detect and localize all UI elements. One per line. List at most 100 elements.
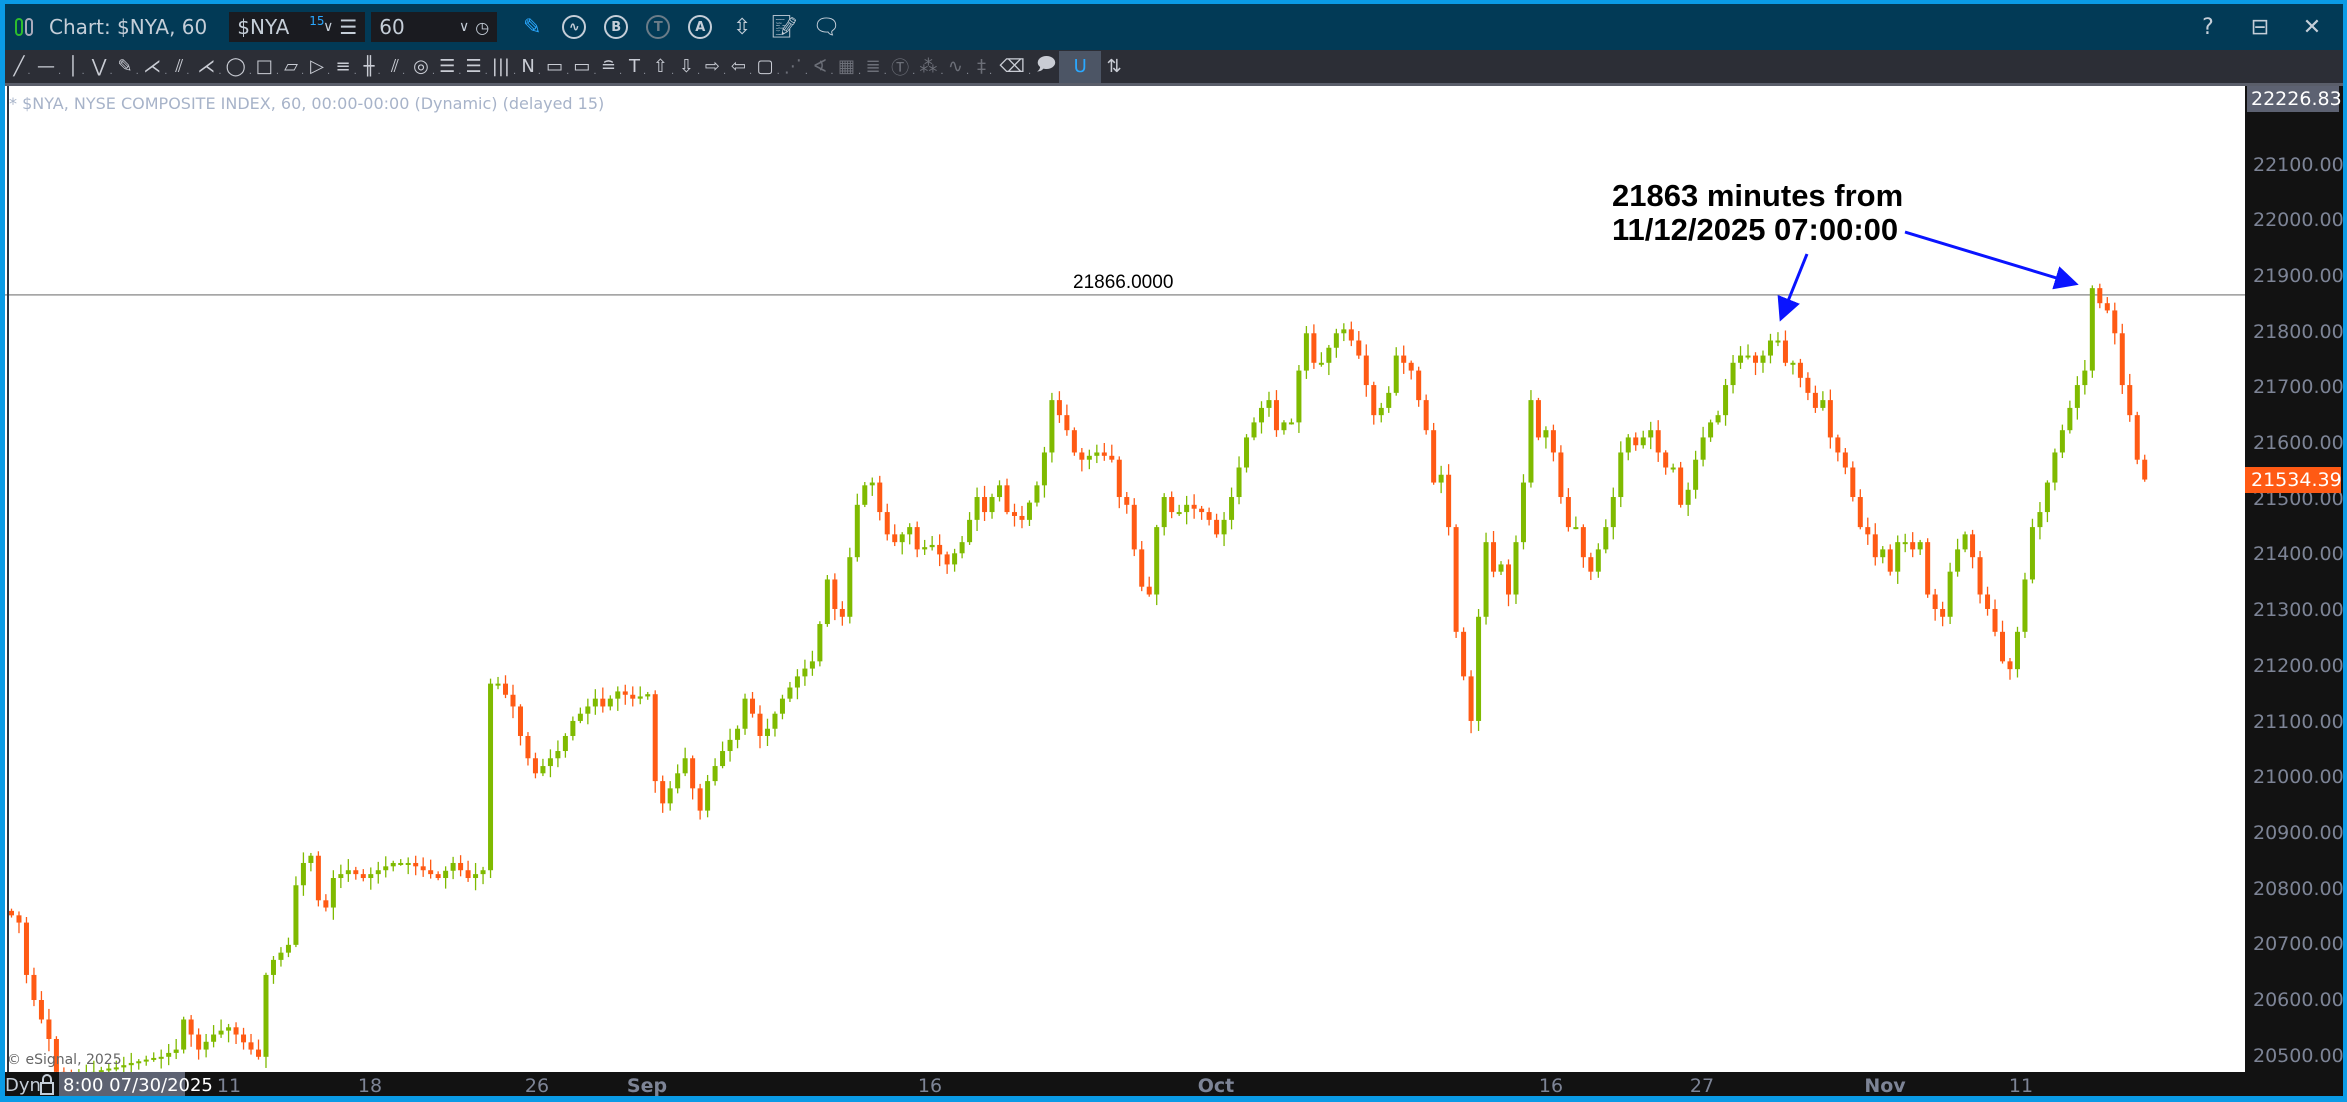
tool-options-dot[interactable]: . <box>537 65 541 77</box>
menu-icon[interactable]: ☰ <box>339 15 358 39</box>
zigzag-tool[interactable]: N. <box>518 51 544 83</box>
tool-options-dot[interactable]: . <box>275 65 280 77</box>
tool-options-dot[interactable]: . <box>326 65 331 77</box>
rectangle-tool[interactable]: □. <box>254 51 281 83</box>
chevron-down-icon[interactable]: ∨ <box>323 19 334 35</box>
pencil-icon[interactable]: ✎ <box>523 14 542 40</box>
chart-refresh-icon[interactable]: ∿ <box>557 10 591 44</box>
tool-options-dot[interactable]: . <box>619 65 623 77</box>
tool-options-dot[interactable]: . <box>58 65 62 77</box>
parallel-channel-tool[interactable]: ≡. <box>333 51 359 83</box>
vertical-line-tool[interactable]: │. <box>63 51 89 83</box>
tool-options-dot[interactable]: . <box>988 65 993 77</box>
rotated-rectangle-tool[interactable]: ▱. <box>281 51 307 83</box>
tool-options-dot[interactable]: . <box>377 65 381 77</box>
tool-options-dot[interactable]: . <box>723 65 727 77</box>
chevron-down-icon[interactable]: ∨ <box>459 19 470 35</box>
wave-tool[interactable]: ∿. <box>946 51 972 83</box>
arrow-down-tool[interactable]: ⇩. <box>677 51 703 83</box>
tool-options-dot[interactable]: . <box>593 65 597 77</box>
price-axis[interactable]: 20500.0000 20600.0000 20700.0000 20800.0000… <box>2245 86 2343 1072</box>
line-tool[interactable]: ╱. <box>9 51 35 83</box>
symbol-input[interactable]: $NYA 15 ∨ ☰ <box>229 12 366 42</box>
tool-options-dot[interactable]: . <box>402 65 406 77</box>
tool-options-dot[interactable]: . <box>484 65 488 77</box>
price-range-tool[interactable]: ▭. <box>571 51 598 83</box>
note-tool[interactable]: 🗩 <box>1033 51 1059 83</box>
tool-options-dot[interactable]: . <box>135 65 139 77</box>
dynamic-label[interactable]: Dyn <box>5 1075 41 1096</box>
comment-icon[interactable]: 🗨︎ <box>812 14 841 40</box>
tool-options-dot[interactable]: . <box>512 65 517 77</box>
tool-options-dot[interactable]: . <box>804 65 808 77</box>
tool-options-dot[interactable]: . <box>458 65 462 77</box>
td-tool[interactable]: Ⓣ. <box>889 51 917 83</box>
time-zones-tool[interactable]: |||. <box>490 51 518 83</box>
tool-options-dot[interactable]: . <box>1027 65 1032 77</box>
gann-fan-tool[interactable]: ⋌. <box>195 51 223 83</box>
interval-input[interactable]: 60 ∨ ◷ <box>371 12 498 42</box>
chart-area[interactable]: * $NYA, NYSE COMPOSITE INDEX, 60, 00:00-… <box>5 86 2245 1072</box>
dock-icon[interactable]: ⊟ <box>2250 14 2270 40</box>
arrow-left-tool[interactable]: ⇦. <box>729 51 755 83</box>
tool-options-dot[interactable]: . <box>965 65 970 77</box>
tool-options-dot[interactable]: . <box>353 65 357 77</box>
callout-tool[interactable]: ▢. <box>755 51 782 83</box>
t-circle-icon[interactable]: T <box>641 10 675 44</box>
text-tool[interactable]: T. <box>625 51 651 83</box>
stats-tool[interactable]: ‡. <box>972 51 998 83</box>
ellipse-tool[interactable]: ◯. <box>224 51 254 83</box>
tool-options-dot[interactable]: . <box>857 65 862 77</box>
range-box-tool[interactable]: ▭. <box>544 51 571 83</box>
b-circle-icon[interactable]: B <box>599 10 633 44</box>
arrow-right-tool[interactable]: ⇨. <box>703 51 729 83</box>
close-icon[interactable]: ✕ <box>2302 14 2322 40</box>
tool-options-dot[interactable]: . <box>109 65 113 77</box>
tool-options-dot[interactable]: . <box>27 65 31 77</box>
arrow-to-second-peak[interactable] <box>1904 230 2079 290</box>
arrow-up-tool[interactable]: ⇧. <box>651 51 677 83</box>
pti-tool[interactable]: ⁂. <box>917 51 945 83</box>
tool-options-dot[interactable]: . <box>81 65 85 77</box>
tool-options-dot[interactable]: . <box>912 65 916 77</box>
tool-options-dot[interactable]: . <box>186 65 190 77</box>
tool-options-dot[interactable]: . <box>164 65 168 77</box>
fan-tool[interactable]: ⋌. <box>141 51 169 83</box>
double-line-tool[interactable]: ⫽. <box>385 51 411 83</box>
tool-options-dot[interactable]: . <box>697 65 701 77</box>
tool-options-dot[interactable]: . <box>830 65 834 77</box>
help-icon[interactable]: ? <box>2202 14 2214 40</box>
regression-tool[interactable]: ⋰. <box>782 51 810 83</box>
pitchfork-tool[interactable]: ⫽. <box>169 51 195 83</box>
pencil-tool[interactable]: ✎. <box>115 51 141 83</box>
time-axis[interactable]: Dyn 8:00 07/30/2025 11 18 26 Sep 16 Oct 16 27 No… <box>5 1072 2343 1096</box>
horizontal-line-tool[interactable]: —. <box>35 51 63 83</box>
link-icon[interactable] <box>15 16 37 38</box>
tool-options-dot[interactable]: . <box>671 65 675 77</box>
tool-options-dot[interactable]: . <box>566 65 570 77</box>
tool-options-dot[interactable]: . <box>300 65 305 77</box>
settings-tool[interactable]: ⇅ <box>1101 51 1127 83</box>
angle-tool[interactable]: ∢. <box>810 51 836 83</box>
a-circle-icon[interactable]: A <box>683 10 717 44</box>
hob-tool[interactable]: ≣. <box>863 51 889 83</box>
clock-icon[interactable]: ◷ <box>475 17 490 37</box>
tool-options-dot[interactable]: . <box>749 65 753 77</box>
tool-options-dot[interactable]: . <box>218 65 222 77</box>
tool-options-dot[interactable]: . <box>642 65 647 77</box>
fib-extension-tool[interactable]: ☰. <box>463 51 489 83</box>
tool-options-dot[interactable]: . <box>431 65 436 77</box>
arrow-to-first-peak[interactable] <box>1777 253 1809 322</box>
eraser-tool[interactable]: ⌫. <box>998 51 1034 83</box>
tool-options-dot[interactable]: . <box>248 65 252 77</box>
cycle-lines-tool[interactable]: ╫. <box>359 51 385 83</box>
tool-options-dot[interactable]: . <box>776 65 780 77</box>
date-range-tool[interactable]: ≘. <box>599 51 625 83</box>
swap-arrows-icon[interactable]: ⇳ <box>733 14 752 40</box>
polyline-tool[interactable]: ⋁. <box>89 51 115 83</box>
fib-retracement-tool[interactable]: ☰. <box>437 51 463 83</box>
target-tool[interactable]: ◎. <box>411 51 437 83</box>
triangle-tool[interactable]: ▷. <box>307 51 333 83</box>
edit-note-icon[interactable]: 📝︎ <box>770 14 799 40</box>
annotation-text[interactable]: 21863 minutes from 11/12/2025 07:00:00 <box>1612 179 1903 247</box>
